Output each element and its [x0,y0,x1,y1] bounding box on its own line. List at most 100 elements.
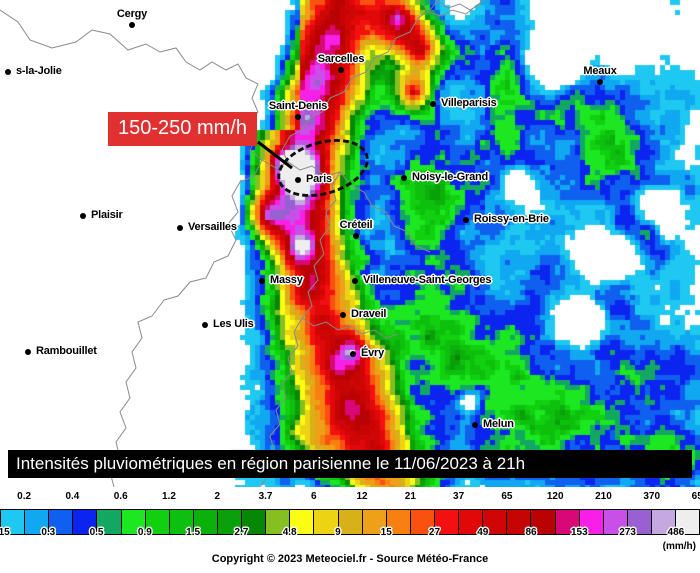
legend-color-cell [386,510,411,534]
legend-tick-upper: 3.7 [258,491,273,502]
legend-tick-upper: 210 [595,491,612,502]
legend-color-cell [531,510,556,534]
legend-color-cell [217,510,243,534]
city-label: Les Ulis [213,318,254,330]
city-dot-icon [295,177,301,183]
city-label: Noisy-le-Grand [412,171,489,183]
city-dot-icon [472,422,478,428]
city-label: Villeneuve-Saint-Georges [363,274,492,286]
city-label: Sarcelles [317,53,365,65]
city-dot-icon [340,312,346,318]
legend-tick-upper: 1.2 [162,491,176,502]
city-dot-icon [352,278,358,284]
city-dot-icon [177,225,183,231]
legend-tick-lower: 4.8 [282,527,297,538]
city-label: Créteil [339,219,373,231]
city-label: Meaux [583,65,617,77]
legend-tick-lower: 15 [380,527,392,538]
legend-color-cell [627,510,652,534]
legend-tick-lower: 0.15 [0,527,10,538]
legend-tick-upper: 12 [356,491,368,502]
city-dot-icon [597,79,603,85]
legend-tick-lower: 486 [667,527,685,538]
city-label: Melun [483,418,514,430]
city-label: Évry [361,347,385,359]
legend-tick-upper: 0.4 [65,491,80,502]
legend-color-cell [169,510,194,534]
city-dot-icon [463,217,469,223]
city-label: Rambouillet [36,345,97,357]
legend-color-cell [676,510,700,534]
legend-tick-upper: 6 [311,491,317,502]
legend-lower-tick-row: 0.15 0.3 0.5 0.9 1.5 2.7 4.8 9 15 27 49 86 153 273 486 [0,527,700,542]
city-label: s-la-Jolie [16,65,62,77]
legend-tick-upper: 120 [546,491,564,502]
legend-color-cell [242,510,267,534]
city-dot-icon [350,351,356,357]
legend-tick-upper: 370 [643,491,661,502]
legend-color-cell [603,510,628,534]
city-label: Paris [306,173,332,185]
city-dot-icon [401,175,407,181]
map-title-text: Intensités pluviométriques en région par… [16,454,526,473]
city-label: Roissy-en-Brie [474,213,549,225]
legend-color-cell [362,510,387,534]
legend-tick-lower: 0.3 [41,527,56,538]
legend-color-cell [193,510,218,534]
map-title-banner: Intensités pluviométriques en région par… [8,450,692,478]
legend-tick-upper: 650 [691,491,700,502]
legend-color-cell [555,510,580,534]
legend-color-cell [97,510,122,534]
city-dot-icon [129,22,135,28]
legend-tick-lower: 0.5 [89,527,104,538]
legend-tick-lower: 153 [570,527,588,538]
legend-color-cell [1,510,26,534]
copyright-text: Copyright © 2023 Meteociel.fr - Source M… [211,553,489,565]
legend-tick-lower: 1.5 [186,527,201,538]
legend-tick-lower: 49 [477,527,489,538]
city-label: Massy [270,274,303,286]
legend-unit-label: (mm/h) [662,541,696,552]
legend-tick-lower: 27 [428,527,441,538]
legend-tick-upper: 37 [453,491,465,502]
city-label: Saint-Denis [268,100,328,112]
legend-color-cell [579,510,604,534]
city-label: Draveil [351,308,387,320]
legend-color-bar [0,509,700,535]
legend-tick-lower: 86 [525,527,537,538]
legend-color-cell [49,510,74,534]
legend-tick-upper: 0.6 [113,491,128,502]
city-label: Villeparisis [441,97,497,109]
legend-tick-upper: 2 [214,491,221,502]
city-dot-icon [202,322,208,328]
legend-upper-tick-row: 0.2 0.4 0.6 1.2 2 3.7 6 12 21 37 65 120 210 370 650 [0,491,700,506]
city-dot-icon [80,213,86,219]
legend-tick-upper: 0.2 [17,491,32,502]
city-dot-icon [430,101,436,107]
legend-color-cell [651,510,677,534]
city-dot-icon [353,233,359,239]
legend-color-cell [121,510,146,534]
city-dot-icon [259,278,265,284]
legend-color-cell [410,510,435,534]
city-label: Versailles [188,221,237,233]
legend-color-cell [507,510,532,534]
legend-color-cell [266,510,291,534]
legend-color-cell [314,510,339,534]
radar-map-area[interactable]: 150-250 mm/h Cergy s-la-Jolie Sarcelles Mea… [0,0,700,487]
legend-tick-lower: 273 [619,527,636,538]
legend-color-cell [290,510,315,534]
legend-color-cell [73,510,98,534]
legend-color-cell [459,510,484,534]
legend-color-cell [145,510,170,534]
legend-tick-lower: 9 [335,527,341,538]
city-dot-icon [295,114,301,120]
legend-color-cell [338,510,363,534]
legend-color-cell [25,510,50,534]
city-label: Plaisir [91,209,123,221]
legend-tick-upper: 65 [501,491,513,502]
legend-tick-lower: 2.7 [234,527,249,538]
city-dot-icon [338,67,344,73]
city-dot-icon [25,349,31,355]
